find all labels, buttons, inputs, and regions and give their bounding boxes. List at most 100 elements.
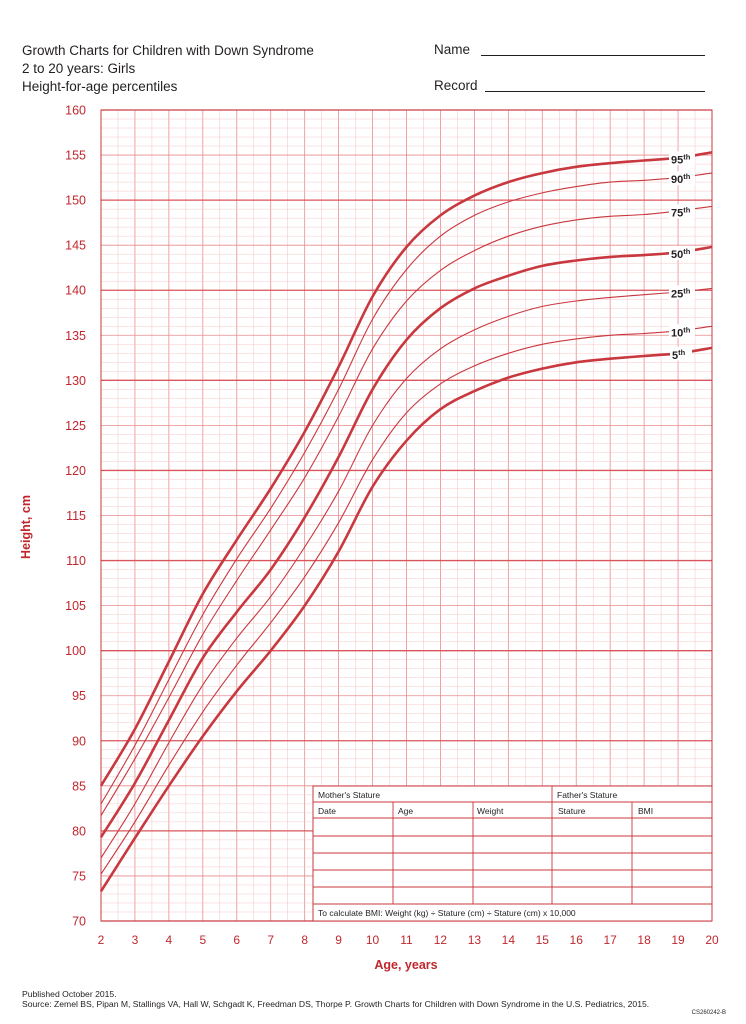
percentile-label-bg: [669, 171, 695, 186]
percentile-suffix: th: [678, 348, 685, 357]
title-line-2: 2 to 20 years: Girls: [22, 61, 136, 76]
x-tick-label: 6: [233, 933, 240, 947]
chart-title-block: Growth Charts for Children with Down Syn…: [22, 42, 314, 96]
y-tick-label: 100: [65, 644, 86, 658]
x-tick-label: 11: [400, 933, 413, 947]
y-tick-label: 80: [72, 824, 86, 838]
x-tick-label: 18: [637, 933, 651, 947]
percentile-number: 10: [671, 327, 683, 339]
x-tick-label: 10: [366, 933, 380, 947]
percentile-suffix: th: [683, 325, 690, 334]
y-tick-label: 125: [65, 419, 86, 433]
table-border: [312, 785, 713, 922]
published-note: Published October 2015.: [22, 989, 117, 999]
percentile-curve-95th: [99, 151, 713, 787]
x-tick-label: 20: [705, 933, 719, 947]
percentile-label-bg: [670, 346, 692, 361]
x-tick-label: 17: [603, 933, 617, 947]
x-tick-label: 4: [166, 933, 173, 947]
percentile-number: 95: [671, 154, 683, 166]
percentile-curve-25th: [100, 287, 713, 859]
percentile-label-75th: 75th: [671, 205, 691, 219]
percentile-label-bg: [669, 151, 695, 166]
y-tick-label: 110: [66, 554, 86, 568]
y-tick-label: 70: [72, 915, 86, 929]
percentile-number: 25: [671, 289, 683, 301]
percentile-label-bg: [669, 245, 695, 260]
x-tick-label: 9: [335, 933, 342, 947]
y-tick-label: 90: [72, 734, 86, 748]
x-axis-label: Age, years: [374, 958, 437, 972]
title-line-3: Height-for-age percentiles: [22, 79, 178, 94]
percentile-label-bg: [669, 324, 695, 339]
percentile-curve-10th: [100, 325, 713, 875]
percentile-label-bg: [669, 285, 695, 300]
percentile-curve-50th: [99, 245, 713, 838]
percentile-label-95th: 95th: [671, 152, 691, 166]
y-tick-label: 95: [72, 689, 86, 703]
document-code: CS260242-B: [691, 1010, 726, 1016]
x-tick-label: 3: [132, 933, 139, 947]
percentile-number: 75: [671, 207, 683, 219]
bmi-formula: To calculate BMI: Weight (kg) ÷ Stature …: [318, 908, 576, 918]
percentile-label-bg: [669, 204, 695, 219]
mothers-stature-label: Mother's Stature: [318, 790, 380, 800]
column-weight: Weight: [477, 806, 504, 816]
column-bmi: BMI: [638, 806, 653, 816]
x-tick-label: 15: [536, 933, 550, 947]
record-label: Record: [434, 78, 478, 93]
percentile-suffix: th: [683, 152, 690, 161]
percentile-label-50th: 50th: [671, 247, 691, 261]
percentile-curve-90th: [100, 172, 713, 805]
percentile-label-10th: 10th: [671, 325, 691, 339]
fathers-stature-label: Father's Stature: [557, 790, 617, 800]
x-tick-label: 14: [502, 933, 516, 947]
percentile-label-5th: 5th: [672, 348, 686, 362]
percentile-label-90th: 90th: [671, 172, 691, 186]
x-tick-label: 2: [98, 933, 105, 947]
y-tick-label: 150: [65, 194, 86, 208]
name-field[interactable]: [481, 55, 705, 56]
percentile-suffix: th: [683, 172, 690, 181]
percentile-curve-5th: [99, 346, 713, 893]
x-tick-label: 12: [434, 933, 448, 947]
percentile-number: 50: [671, 249, 683, 261]
y-tick-label: 155: [65, 149, 86, 163]
y-tick-label: 85: [72, 779, 86, 793]
percentile-curves: [99, 151, 713, 893]
title-line-1: Growth Charts for Children with Down Syn…: [22, 43, 314, 58]
x-tick-label: 8: [301, 933, 308, 947]
column-stature: Stature: [558, 806, 586, 816]
source-citation: Source: Zemel BS, Pipan M, Stallings VA,…: [22, 999, 650, 1009]
percentile-suffix: th: [683, 247, 690, 256]
percentile-label-25th: 25th: [671, 287, 691, 301]
percentile-curve-75th: [100, 205, 713, 816]
column-date: Date: [318, 806, 336, 816]
percentile-suffix: th: [683, 205, 690, 214]
y-axis-label: Height, cm: [19, 495, 33, 559]
percentile-suffix: th: [683, 287, 690, 296]
y-tick-label: 115: [66, 509, 86, 523]
x-tick-label: 7: [267, 933, 274, 947]
record-field[interactable]: [485, 91, 705, 92]
y-tick-label: 130: [65, 374, 86, 388]
name-label: Name: [434, 42, 471, 57]
percentile-number: 90: [671, 174, 683, 186]
x-tick-label: 16: [570, 933, 584, 947]
y-tick-label: 140: [65, 284, 86, 298]
y-tick-label: 160: [65, 104, 86, 118]
axis-tick-labels: 7075808590951001051101151201251301351401…: [65, 104, 719, 948]
y-tick-label: 105: [65, 599, 86, 613]
y-tick-label: 145: [65, 239, 86, 253]
x-tick-label: 5: [199, 933, 206, 947]
y-tick-label: 75: [72, 869, 86, 883]
y-tick-label: 120: [65, 464, 86, 478]
record-table: Mother's Stature Father's Stature Date A…: [312, 785, 713, 922]
x-tick-label: 19: [671, 933, 685, 947]
x-tick-label: 13: [468, 933, 482, 947]
percentile-number: 5: [672, 350, 678, 362]
column-age: Age: [398, 806, 413, 816]
y-tick-label: 135: [65, 329, 86, 343]
